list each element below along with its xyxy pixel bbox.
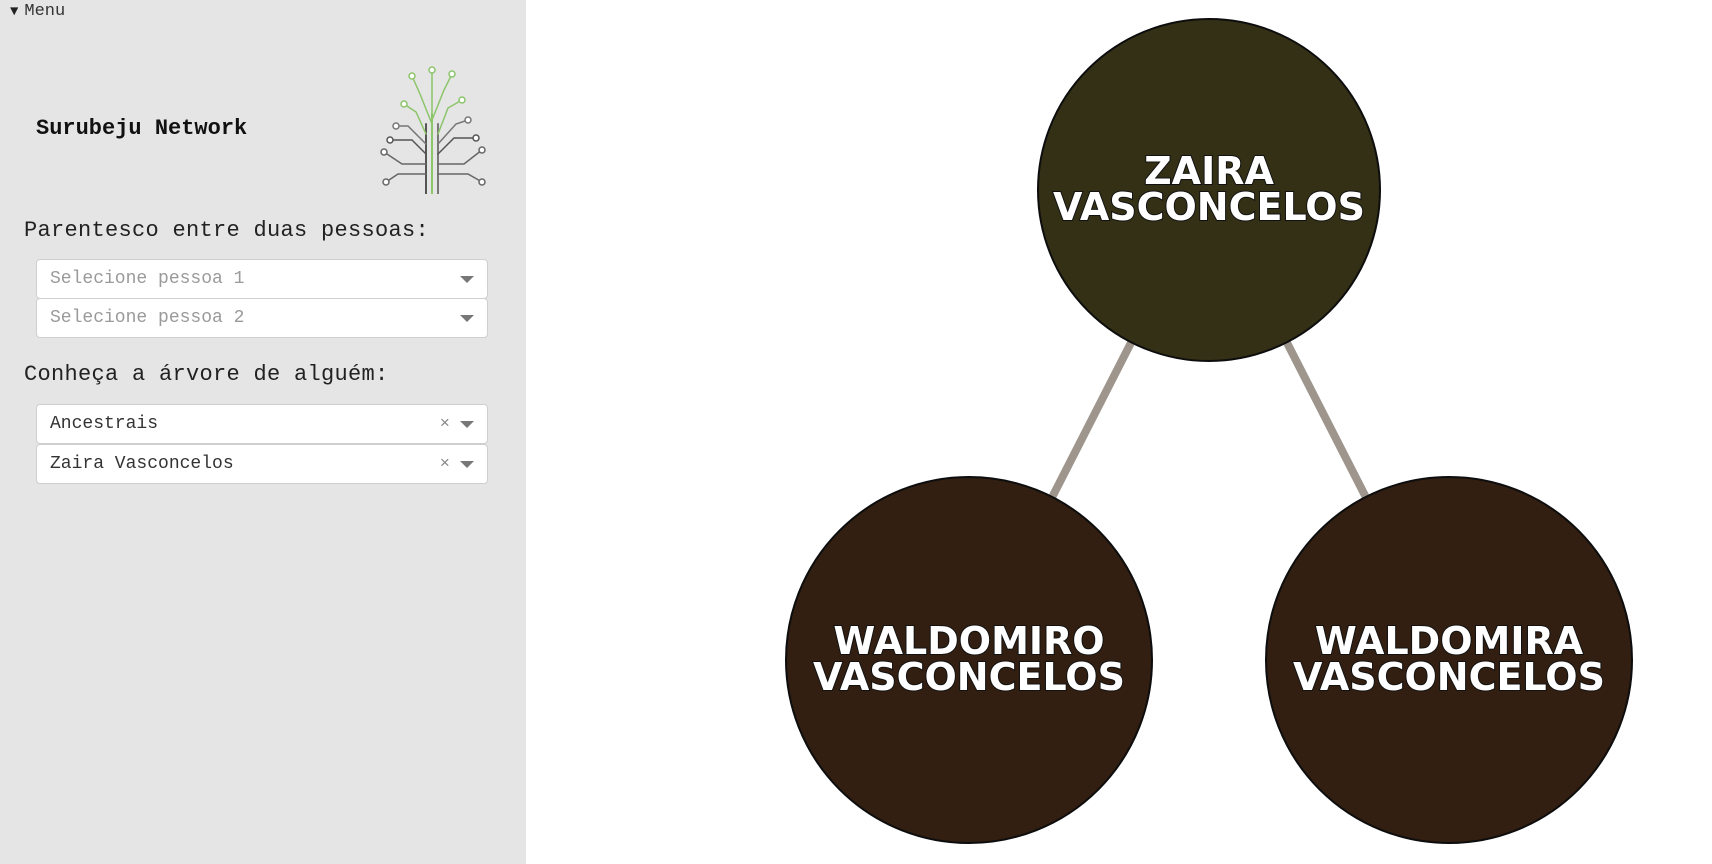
clear-icon[interactable]: ×	[439, 454, 450, 474]
chevron-down-icon[interactable]	[460, 275, 474, 283]
node-label-line1: ZAIRA	[1144, 149, 1274, 193]
graph-canvas[interactable]: ZAIRAVASCONCELOSWALDOMIROVASCONCELOSWALD…	[526, 0, 1712, 864]
node-label-line2: VASCONCELOS	[1053, 185, 1365, 229]
menu-toggle[interactable]: ▼ Menu	[10, 2, 65, 21]
tree-person-select[interactable]: Zaira Vasconcelos ×	[36, 444, 488, 484]
tree-type-value: Ancestrais	[50, 414, 159, 434]
circuit-tree-logo-icon	[380, 66, 486, 194]
sidebar: ▼ Menu Surubeju Network	[0, 0, 526, 864]
person1-placeholder: Selecione pessoa 1	[50, 269, 245, 289]
chevron-down-icon[interactable]	[460, 314, 474, 322]
brand-title: Surubeju Network	[36, 116, 248, 141]
tree-label: Conheça a árvore de alguém:	[24, 362, 389, 387]
menu-label: Menu	[24, 2, 66, 21]
node-circle[interactable]	[785, 476, 1153, 844]
node-label-line1: WALDOMIRO	[833, 619, 1104, 663]
node-label-line1: WALDOMIRA	[1315, 619, 1584, 663]
clear-icon[interactable]: ×	[439, 414, 450, 434]
person2-select[interactable]: Selecione pessoa 2	[36, 298, 488, 338]
node-label-line2: VASCONCELOS	[813, 655, 1125, 699]
person1-select[interactable]: Selecione pessoa 1	[36, 259, 488, 299]
node-circle[interactable]	[1265, 476, 1633, 844]
relationship-label: Parentesco entre duas pessoas:	[24, 218, 430, 243]
node-label-line2: VASCONCELOS	[1293, 655, 1605, 699]
family-tree-graph[interactable]: ZAIRA VASCONCELOS WALDOMIRO VASCONCELOS WALD…	[526, 0, 1712, 864]
chevron-down-icon[interactable]	[460, 460, 474, 468]
chevron-down-icon[interactable]	[460, 420, 474, 428]
person2-placeholder: Selecione pessoa 2	[50, 308, 245, 328]
triangle-down-icon: ▼	[10, 3, 19, 20]
node-circle[interactable]	[1037, 18, 1381, 362]
tree-type-select[interactable]: Ancestrais ×	[36, 404, 488, 444]
tree-person-value: Zaira Vasconcelos	[50, 454, 234, 474]
